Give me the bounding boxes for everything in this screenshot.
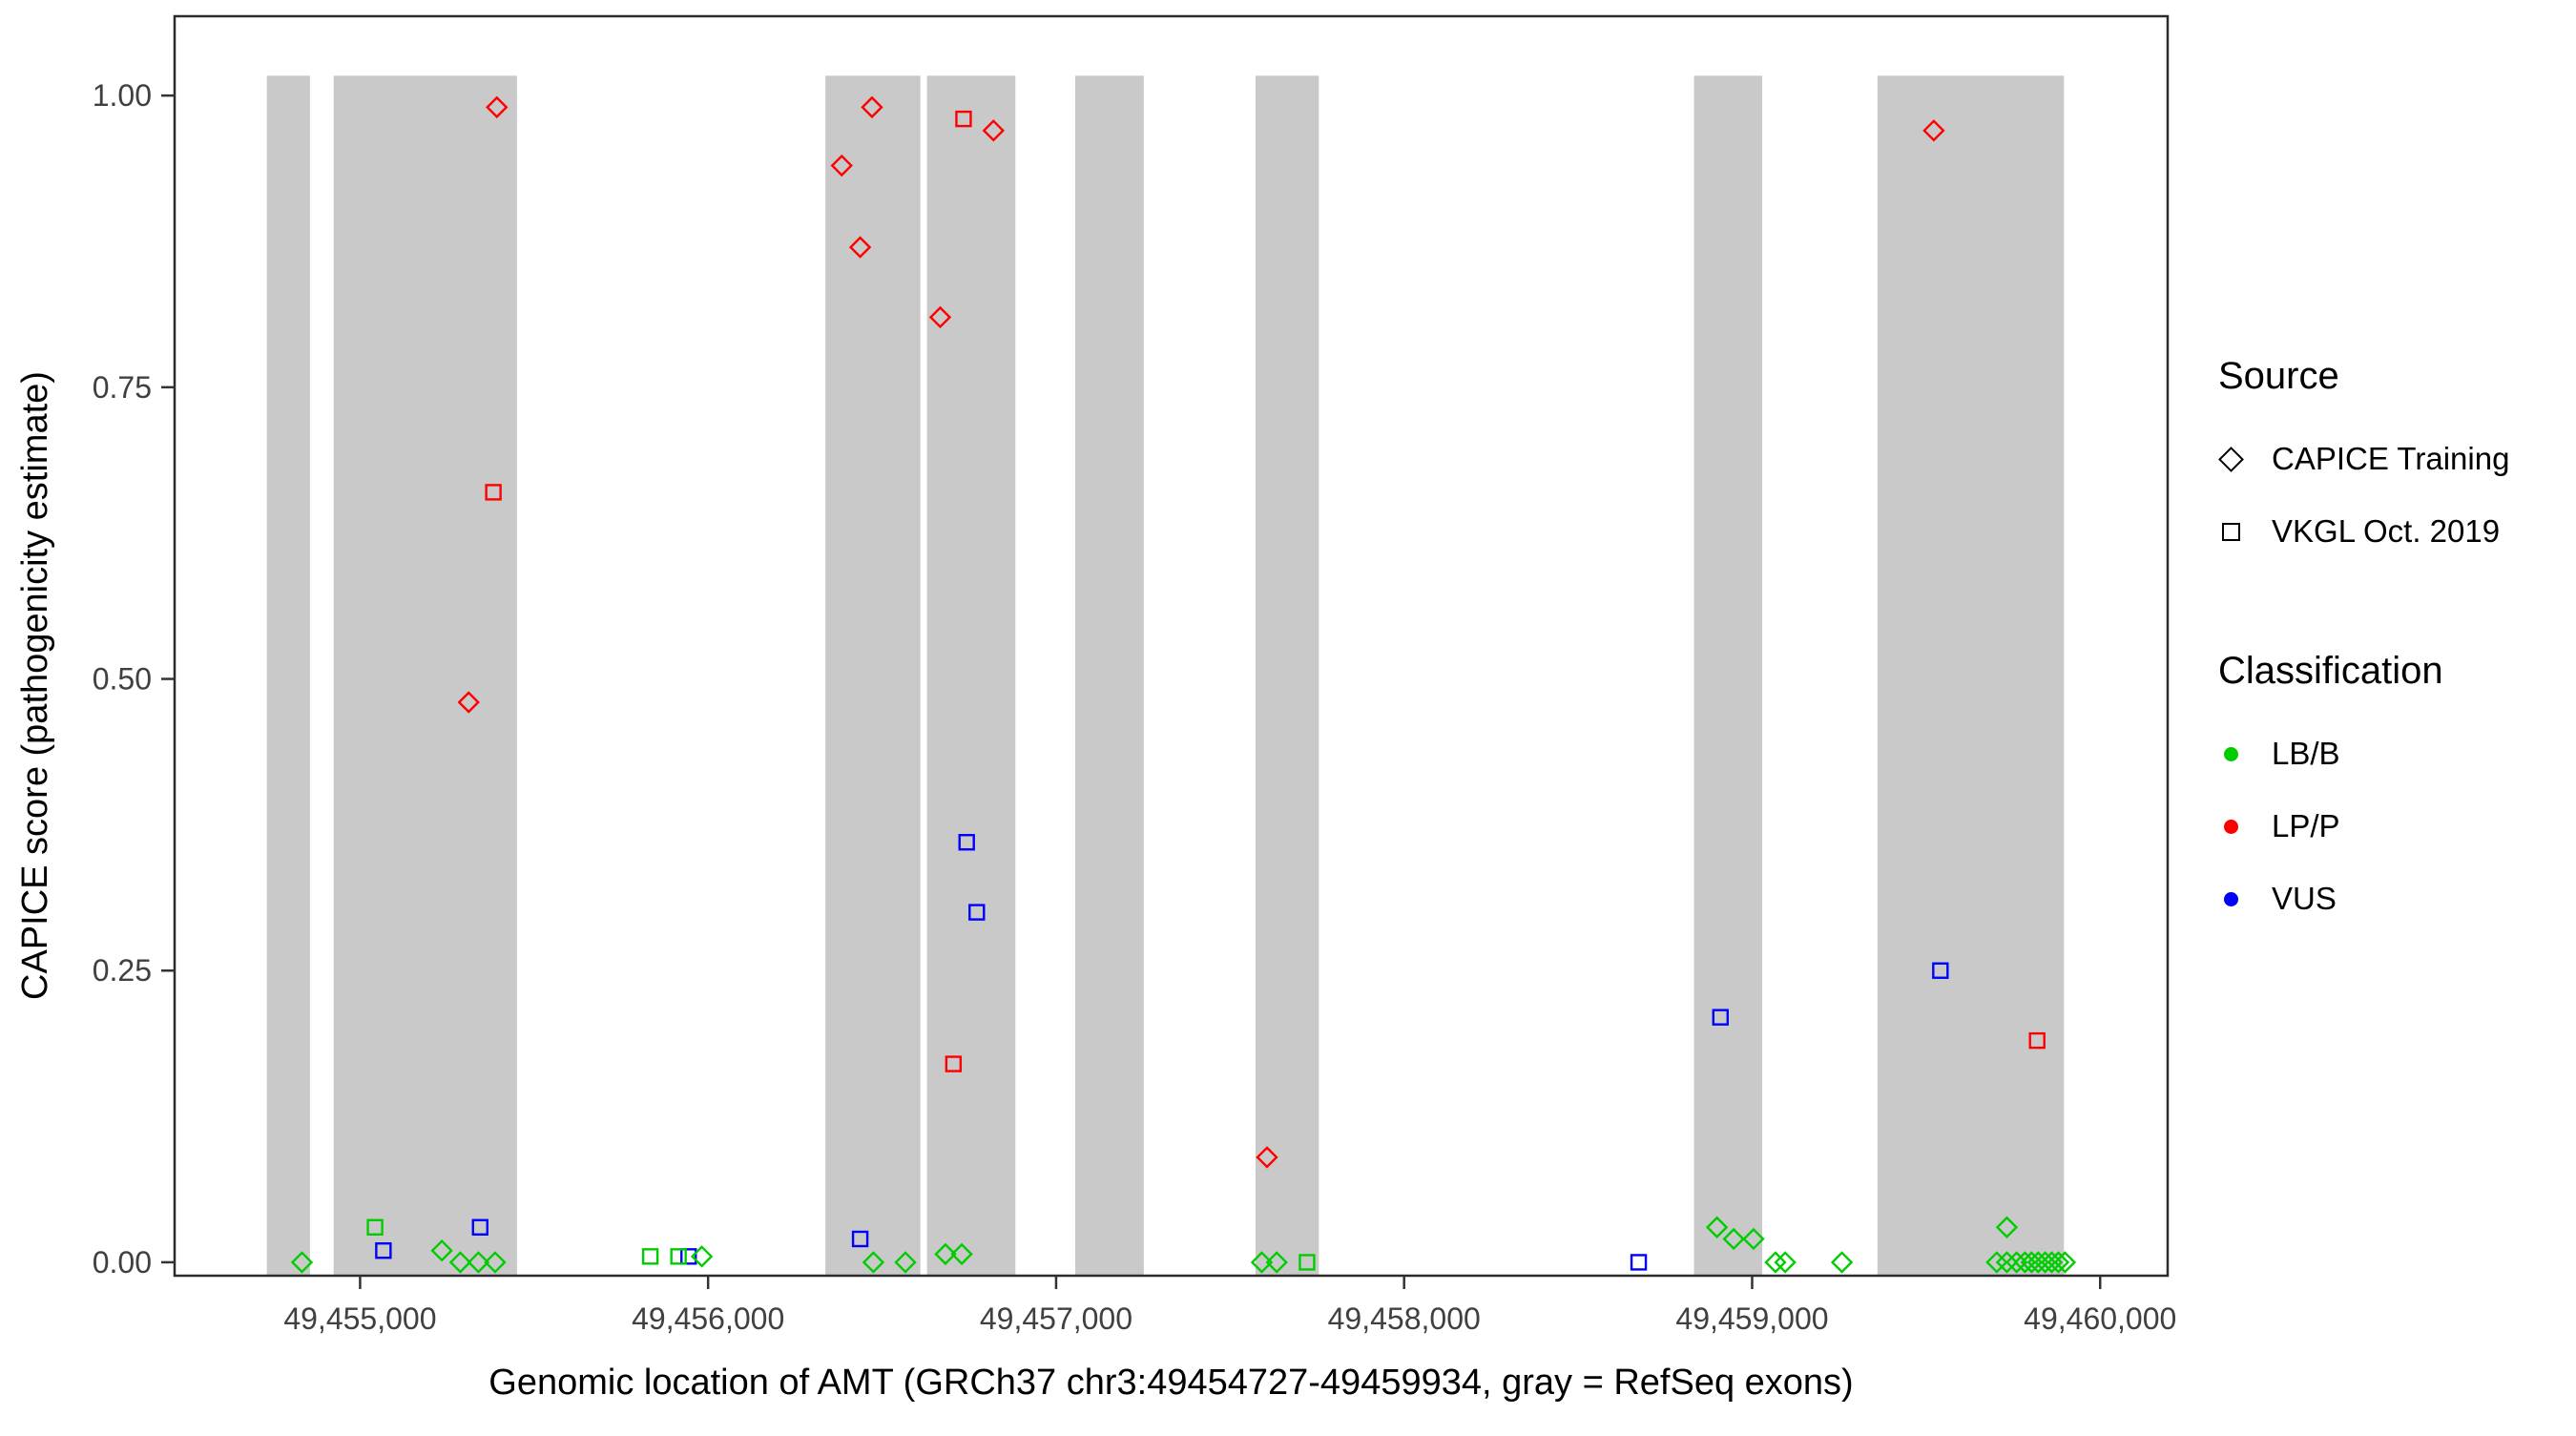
legend-item-label: VKGL Oct. 2019 bbox=[2272, 513, 2501, 549]
data-point-diamond bbox=[950, 1242, 973, 1266]
data-point-square bbox=[471, 1218, 488, 1236]
legend-item-capice-training: CAPICE Training bbox=[2217, 423, 2510, 495]
exon-bar bbox=[1255, 75, 1319, 1277]
data-point-diamond bbox=[1722, 1227, 1745, 1251]
legend-item-vkgl: VKGL Oct. 2019 bbox=[2218, 495, 2509, 568]
data-point-square bbox=[1932, 962, 1949, 979]
exon-bar bbox=[266, 75, 310, 1277]
data-point-diamond bbox=[448, 1251, 472, 1274]
data-point-diamond bbox=[1705, 1216, 1729, 1238]
data-point-diamond bbox=[982, 119, 1005, 142]
data-point-diamond bbox=[1774, 1251, 1797, 1274]
y-tick-label: 0.50 bbox=[93, 662, 152, 697]
data-point-square bbox=[958, 834, 975, 851]
data-point-diamond bbox=[934, 1242, 957, 1266]
y-axis-title: CAPICE score (pathogenicity estimate) bbox=[15, 371, 55, 1000]
data-point-diamond bbox=[484, 1251, 507, 1274]
data-point-diamond bbox=[1985, 1251, 2008, 1274]
data-point-diamond bbox=[457, 691, 480, 714]
legend-group-source: Source CAPICE Training VKGL Oct. 2019 bbox=[2217, 355, 2510, 568]
legend-item-lpp: LP/P bbox=[2218, 790, 2509, 863]
data-point-diamond bbox=[690, 1245, 714, 1268]
data-point-diamond bbox=[1830, 1251, 1854, 1274]
data-point-square bbox=[670, 1248, 687, 1265]
data-point-diamond bbox=[2046, 1251, 2070, 1274]
legend-item-lbb: LB/B bbox=[2218, 718, 2509, 790]
data-point-square bbox=[851, 1230, 869, 1248]
legend-item-label: CAPICE Training bbox=[2272, 441, 2510, 476]
exon-bar bbox=[926, 75, 1016, 1277]
data-point-diamond bbox=[486, 95, 509, 119]
data-point-square bbox=[945, 1055, 963, 1072]
data-point-diamond bbox=[2053, 1251, 2077, 1274]
data-point-square bbox=[955, 110, 972, 128]
data-point-square bbox=[485, 484, 502, 501]
exon-bar bbox=[1877, 75, 2065, 1277]
y-tick-label: 0.75 bbox=[93, 370, 152, 405]
data-point-diamond bbox=[1764, 1251, 1787, 1274]
x-tick-label: 49,459,000 bbox=[1675, 1301, 1828, 1336]
data-point-square bbox=[1630, 1254, 1648, 1271]
data-point-square bbox=[680, 1248, 697, 1265]
x-tick-label: 49,457,000 bbox=[980, 1301, 1132, 1336]
y-tick-label: 1.00 bbox=[93, 78, 152, 113]
y-tick-label: 0.00 bbox=[93, 1245, 152, 1280]
data-point-square bbox=[1298, 1254, 1316, 1271]
data-point-diamond bbox=[1995, 1216, 2019, 1238]
x-tick-label: 49,458,000 bbox=[1328, 1301, 1481, 1336]
legend-group-classification: Classification LB/B LP/P VUS bbox=[2218, 650, 2509, 935]
diamond-icon bbox=[2217, 446, 2244, 472]
x-tick-label: 49,460,000 bbox=[2024, 1301, 2176, 1336]
data-point-square bbox=[2028, 1031, 2046, 1050]
data-point-diamond bbox=[290, 1251, 314, 1274]
legend-item-vus: VUS bbox=[2218, 863, 2509, 935]
data-point-diamond bbox=[848, 236, 872, 259]
data-point-square bbox=[968, 904, 986, 921]
data-point-diamond bbox=[1742, 1227, 1765, 1251]
data-point-diamond bbox=[928, 305, 952, 329]
data-point-diamond bbox=[894, 1251, 917, 1274]
x-tick-label: 49,455,000 bbox=[283, 1301, 436, 1336]
legend: Source CAPICE Training VKGL Oct. 2019 Cl… bbox=[2217, 355, 2510, 935]
data-point-diamond bbox=[430, 1239, 453, 1262]
legend-item-label: VUS bbox=[2272, 881, 2337, 916]
y-tick-label: 0.25 bbox=[93, 953, 152, 988]
data-point-diamond bbox=[1922, 119, 1945, 142]
legend-item-label: LP/P bbox=[2272, 808, 2340, 843]
square-icon bbox=[2221, 522, 2240, 541]
exon-bar bbox=[1693, 75, 1763, 1277]
panel-border bbox=[173, 14, 2170, 1278]
exon-bar bbox=[825, 75, 921, 1277]
data-point-diamond bbox=[862, 1251, 885, 1274]
data-point-square bbox=[641, 1248, 659, 1265]
x-axis-title: Genomic location of AMT (GRCh37 chr3:494… bbox=[488, 1363, 1854, 1403]
exon-bar bbox=[1075, 75, 1144, 1277]
data-point-diamond bbox=[830, 154, 853, 177]
data-point-square bbox=[375, 1242, 392, 1259]
data-point-diamond bbox=[1256, 1146, 1278, 1169]
legend-item-label: LB/B bbox=[2272, 736, 2340, 771]
x-tick-label: 49,456,000 bbox=[632, 1301, 784, 1336]
data-point-diamond bbox=[1995, 1251, 2019, 1274]
legend-source-title: Source bbox=[2218, 355, 2339, 397]
data-point-diamond bbox=[1265, 1251, 1288, 1274]
data-point-diamond bbox=[861, 95, 883, 119]
data-point-square bbox=[366, 1218, 384, 1236]
blue-dot-icon bbox=[2223, 891, 2238, 906]
data-point-square bbox=[1712, 1009, 1729, 1026]
legend-classification-title: Classification bbox=[2218, 650, 2443, 692]
data-point-diamond bbox=[1250, 1251, 1274, 1274]
red-dot-icon bbox=[2223, 819, 2238, 834]
green-dot-icon bbox=[2223, 746, 2238, 761]
data-point-diamond bbox=[467, 1251, 490, 1274]
exon-bar bbox=[333, 75, 517, 1277]
data-point-diamond bbox=[2005, 1251, 2028, 1274]
